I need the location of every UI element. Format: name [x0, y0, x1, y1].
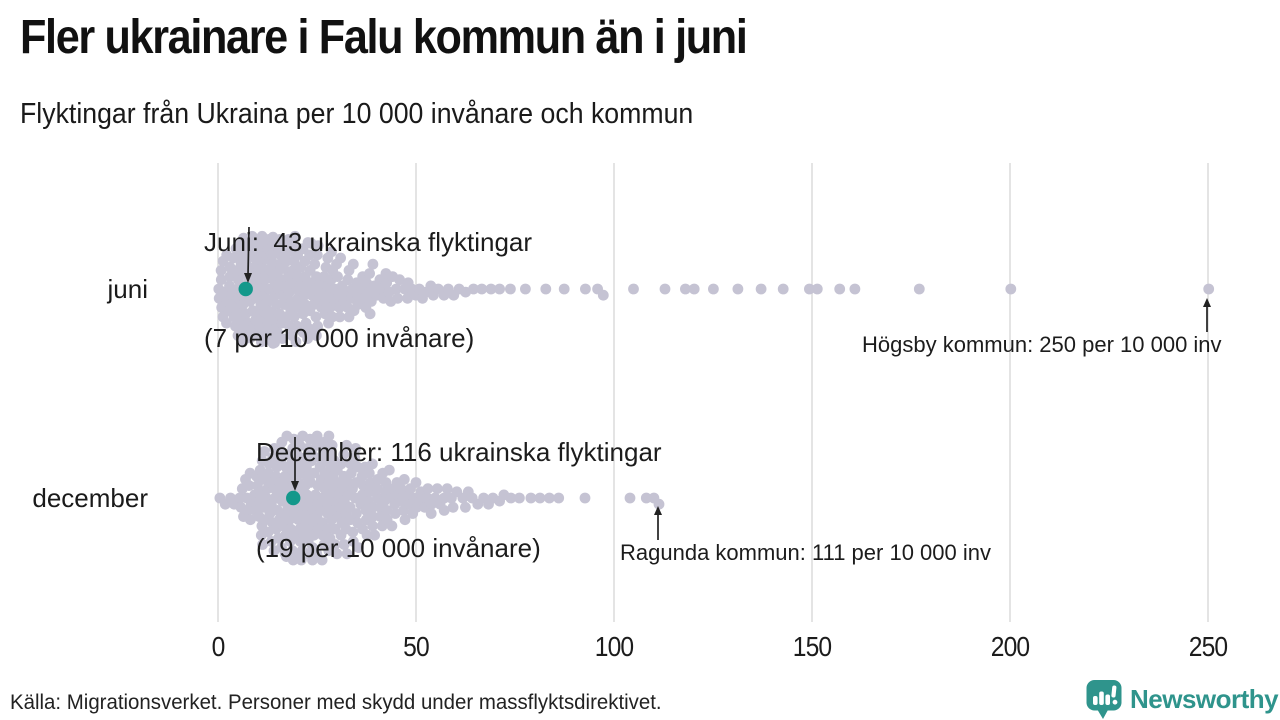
annotation-december-line1: December: 116 ukrainska flyktingar	[256, 437, 662, 467]
x-tick-100: 100	[594, 631, 634, 662]
x-tick-200: 200	[990, 631, 1030, 662]
annotation-juni-line2: (7 per 10 000 invånare)	[204, 323, 475, 353]
annotation-hogsby: Högsby kommun: 250 per 10 000 inv	[862, 332, 1222, 357]
highlight-dot-december	[286, 490, 301, 506]
annotation-december-line2: (19 per 10 000 invånare)	[256, 533, 541, 563]
x-tick-50: 50	[403, 631, 430, 662]
newsworthy-logo-text: Newsworthy	[1130, 684, 1279, 714]
row-label-juni: juni	[107, 274, 148, 304]
gridlines	[217, 163, 1209, 622]
source-note: Källa: Migrationsverket. Personer med sk…	[10, 690, 662, 714]
annotation-ragunda: Ragunda kommun: 111 per 10 000 inv	[620, 540, 991, 565]
swarm-december	[214, 430, 665, 566]
annotation-arrows	[244, 226, 1211, 540]
annotation-juni: Juni: 43 ukrainska flyktingar (7 per 10 …	[204, 162, 532, 418]
annotation-juni-line1: Juni: 43 ukrainska flyktingar	[204, 227, 533, 257]
row-label-december: december	[32, 483, 148, 513]
newsworthy-logo-icon	[1086, 680, 1122, 719]
swarm-juni	[213, 230, 1215, 349]
x-tick-250: 250	[1188, 631, 1228, 662]
annotation-december: December: 116 ukrainska flyktingar (19 p…	[256, 372, 662, 628]
page-title: Fler ukrainare i Falu kommun än i juni	[20, 11, 748, 64]
highlight-dot-juni	[238, 281, 253, 297]
x-tick-150: 150	[792, 631, 832, 662]
page-subtitle: Flyktingar från Ukraina per 10 000 invån…	[20, 98, 694, 130]
x-tick-0: 0	[211, 631, 226, 662]
